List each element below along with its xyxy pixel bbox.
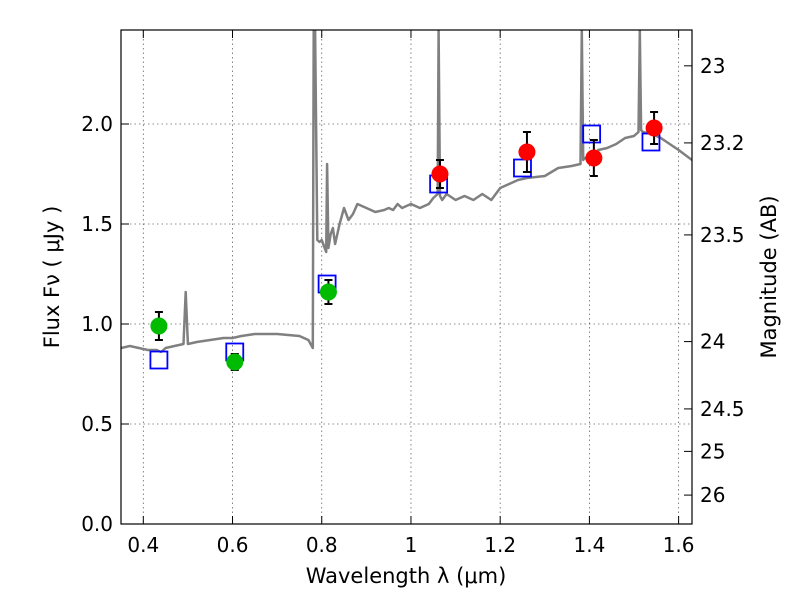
model-square-marker [582,124,602,144]
photometry-markers [149,111,663,371]
x-tick-label: 1.2 [484,533,516,557]
right-tick-label: 24.5 [700,397,745,421]
spectrum-series [121,30,692,354]
axis-ticks: 0.4 0.6 0.8 1 1.2 1.4 1.6 0.0 0.5 1.0 1.5 2.0 23 23.2… [81,30,745,557]
observed-point [150,317,168,335]
right-tick-label: 23.5 [700,223,745,247]
model-square-marker [513,158,532,178]
plot-frame [120,29,693,525]
x-tick-label: 0.4 [127,533,159,557]
x-tick-label: 1.6 [663,533,695,557]
x-tick-label: 1 [405,533,418,557]
x-tick-label: 0.8 [306,533,338,557]
y-axis-label: Flux Fν ( μJy ) [40,206,64,349]
right-tick-label: 23.2 [700,131,745,155]
observed-point [645,119,663,137]
y-tick-label: 1.5 [81,212,113,236]
right-tick-label: 23 [700,54,725,78]
observed-point [518,143,536,161]
right-axis-label: Magnitude (AB) [757,195,781,358]
right-tick-label: 25 [700,439,725,463]
model-square-marker [149,350,169,370]
right-tick-label: 26 [700,483,725,507]
right-tick-label: 24 [700,330,725,354]
observed-point [319,283,337,301]
x-axis-label: Wavelength λ (μm) [306,564,507,588]
observed-point [226,353,244,371]
y-tick-label: 1.0 [81,312,113,336]
observed-point [431,165,449,183]
x-tick-label: 0.6 [217,533,249,557]
grid [121,30,692,525]
y-tick-label: 0.0 [81,512,113,536]
y-tick-label: 0.5 [81,412,113,436]
x-tick-label: 1.4 [573,533,605,557]
spectrum-line [121,30,692,354]
observed-point [585,149,603,167]
y-tick-label: 2.0 [81,112,113,136]
